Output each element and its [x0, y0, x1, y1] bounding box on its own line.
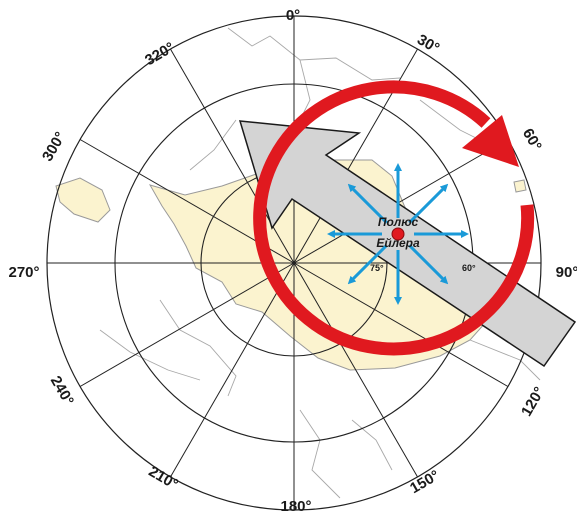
longitude-label-30: 30° [414, 31, 442, 57]
euler-pole-label-line2: Ейлера [376, 236, 420, 250]
meridian-210 [170, 262, 295, 478]
rotation-arrow [253, 80, 535, 356]
latitude-label-75: 75° [370, 263, 384, 273]
meridian-330 [170, 48, 295, 264]
rotation-arc [253, 80, 535, 356]
longitude-label-120: 120° [518, 384, 548, 419]
radial-arrow-225 [347, 244, 388, 285]
longitude-label-270: 270° [8, 264, 39, 281]
meridian-240 [79, 262, 295, 387]
euler-pole-dot [391, 227, 405, 241]
small-island [513, 179, 527, 193]
coastlines [99, 27, 541, 499]
longitude-label-300: 300° [39, 129, 69, 164]
latitude-label-60: 60° [462, 263, 476, 273]
meridian-60 [293, 139, 509, 264]
longitude-label-0: 0° [286, 7, 300, 24]
meridian-150 [293, 262, 418, 478]
radial-arrow-45 [408, 183, 449, 224]
meridian-120 [293, 262, 509, 387]
radial-arrow-315 [347, 183, 388, 224]
longitude-label-150: 150° [407, 467, 442, 497]
left-landmass [55, 177, 111, 223]
rotation-arrowhead [462, 115, 519, 167]
euler-pole-label-line1: Полюс [378, 215, 419, 229]
longitude-label-180: 180° [280, 498, 311, 515]
longitude-label-90: 90° [556, 264, 577, 281]
longitude-label-320: 320° [142, 39, 177, 69]
euler-pole-radial-arrows [327, 163, 469, 305]
radial-arrow-135 [408, 244, 449, 285]
longitude-label-240: 240° [47, 373, 77, 408]
longitude-label-60: 60° [519, 126, 545, 154]
